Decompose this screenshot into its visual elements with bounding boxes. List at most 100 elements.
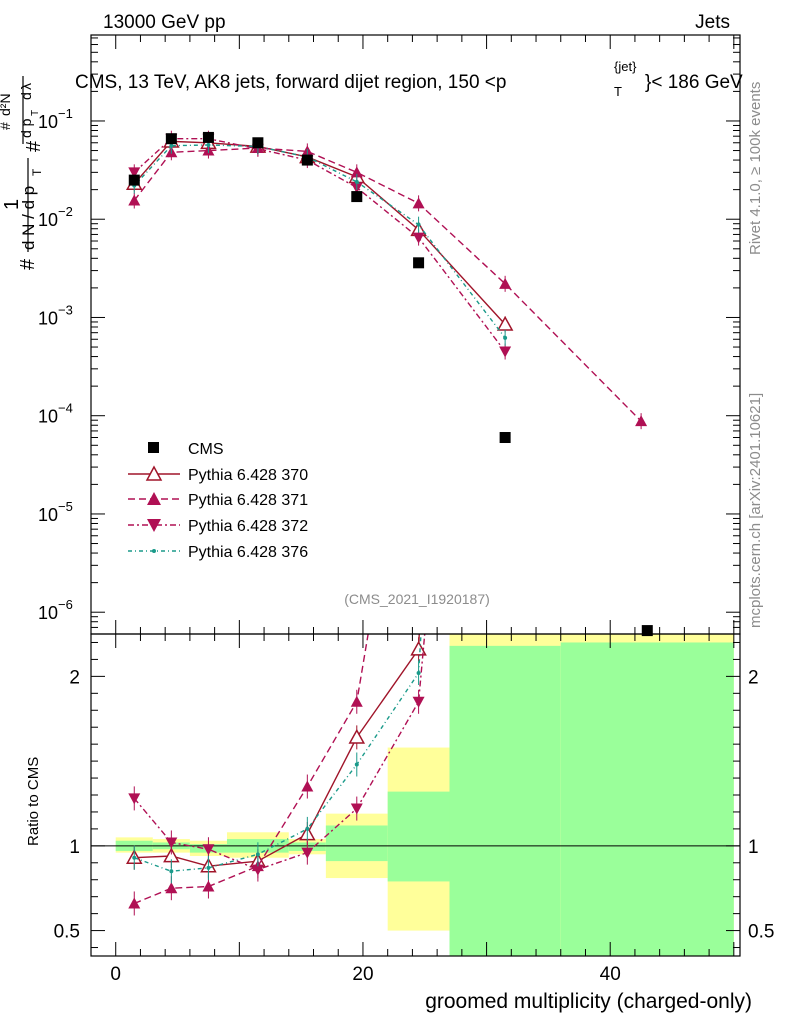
- band-green-6: [387, 791, 450, 882]
- top-ytick-label-3: 10: [38, 308, 58, 328]
- legend-item-376: Pythia 6.428 376: [128, 544, 308, 561]
- ratio-point-0-6: [410, 640, 427, 656]
- top-ytick-label-0: 10: [38, 603, 58, 623]
- cms-point-2: [202, 131, 214, 143]
- ratio-y-axis-label: Ratio to CMS: [25, 757, 42, 846]
- series-point-1-0: [128, 194, 141, 206]
- ratio-point-3-6: [416, 670, 421, 675]
- band-green-7: [449, 645, 561, 956]
- xtick-label-0: 0: [110, 964, 121, 985]
- series-point-2-7: [499, 346, 512, 358]
- xtick-label-1: 20: [352, 964, 373, 985]
- energy-label: 13000 GeV pp: [103, 12, 226, 33]
- ratio-ytick-label-left-1: 1: [69, 837, 80, 858]
- series-point-3-1: [169, 143, 174, 148]
- top-ytick-exp-2: −4: [58, 401, 73, 416]
- series-1: [128, 140, 648, 430]
- ratio-point-2-2: [202, 844, 215, 856]
- plot-title: CMS, 13 TeV, AK8 jets, forward dijet reg…: [75, 59, 743, 99]
- legend-item-371: Pythia 6.428 371: [128, 492, 308, 509]
- top-ytick-label-5: 10: [38, 112, 58, 132]
- svg-text:d²N: d²N: [0, 93, 13, 116]
- svg-text:T: T: [30, 110, 41, 116]
- cms-point-8: [641, 625, 653, 637]
- svg-text:T: T: [30, 168, 44, 176]
- ratio-point-2-1: [165, 837, 178, 849]
- svg-text:d p: d p: [18, 118, 34, 138]
- series-2: [128, 130, 512, 360]
- ratio-ytick-label-right-0: 0.5: [748, 922, 774, 943]
- series-point-1-8: [635, 415, 648, 427]
- legend-marker-triangle-down: [147, 519, 161, 532]
- ratio-point-2-0: [128, 793, 141, 805]
- ratio-point-3-1: [169, 869, 174, 874]
- rivet-label: Rivet 4.1.0, ≥ 100k events: [747, 82, 764, 255]
- legend-item-372: Pythia 6.428 372: [128, 518, 308, 535]
- series-point-3-2: [206, 142, 211, 147]
- cms-point-5: [351, 191, 363, 203]
- ratio-point-2-5: [350, 803, 363, 815]
- series-point-3-6: [416, 222, 421, 227]
- ratio-point-2-3: [251, 864, 264, 876]
- svg-text:#: #: [0, 122, 13, 130]
- ratio-line-0: [134, 634, 420, 867]
- ratio-ytick-label-left-0: 0.5: [54, 922, 80, 943]
- top-y-axis-label: # d N / d p T 1 # d p T d λ # d²N: [0, 76, 45, 270]
- xtick-label-2: 40: [600, 964, 621, 985]
- ratio-point-3-4: [305, 826, 310, 831]
- top-ytick-exp-3: −3: [58, 302, 73, 317]
- top-panel: [125, 130, 653, 637]
- plot-title-sub: T: [614, 84, 622, 99]
- ratio-point-3-0: [132, 855, 137, 860]
- ratio-point-3-5: [354, 762, 359, 767]
- svg-text:d: d: [18, 92, 34, 100]
- plot-title-end: }< 186 GeV: [645, 72, 743, 93]
- ratio-panel: [125, 634, 427, 916]
- legend-marker-open-triangle: [145, 465, 163, 481]
- top-ytick-exp-5: −1: [58, 106, 73, 121]
- ratio-point-2-4: [301, 847, 314, 859]
- ratio-ytick-label-right-2: 2: [748, 667, 759, 688]
- series-3: [132, 136, 508, 346]
- category-label: Jets: [695, 12, 730, 33]
- series-point-1-6: [412, 197, 425, 209]
- plot-title-sup: {jet}: [614, 59, 637, 74]
- plot-title-main: CMS, 13 TeV, AK8 jets, forward dijet reg…: [75, 72, 506, 93]
- ratio-point-1-4: [301, 780, 314, 792]
- analysis-id: (CMS_2021_I1920187): [344, 591, 490, 607]
- ratio-point-3-3: [255, 852, 260, 857]
- legend-marker-triangle-up: [147, 492, 161, 505]
- ratio-line-3: [134, 634, 422, 872]
- axes: 10−610−510−410−310−210 −10.5 0.51 12 20 20 40: [38, 34, 774, 985]
- top-ytick-label-2: 10: [38, 407, 58, 427]
- ratio-point-3-2: [206, 865, 211, 870]
- top-ytick-exp-0: −6: [58, 597, 73, 612]
- svg-text:#: #: [17, 258, 39, 270]
- series-point-1-5: [350, 166, 363, 178]
- ratio-series-2: [128, 634, 426, 882]
- cms-point-7: [499, 432, 511, 444]
- top-ytick-label-4: 10: [38, 210, 58, 230]
- top-ytick-exp-1: −5: [58, 499, 73, 514]
- ratio-point-1-5: [350, 695, 363, 707]
- series-line-2: [133, 138, 506, 352]
- legend-marker-dot: [152, 549, 156, 553]
- legend-label-371: Pythia 6.428 371: [188, 492, 308, 509]
- top-ytick-label-1: 10: [38, 505, 58, 525]
- legend-label-372: Pythia 6.428 372: [188, 518, 308, 535]
- cms-point-6: [413, 257, 425, 269]
- svg-text:#: #: [23, 140, 45, 152]
- ratio-point-1-2: [202, 880, 215, 892]
- legend-item-cms: CMS: [148, 441, 224, 458]
- svg-text:λ: λ: [18, 83, 34, 90]
- ratio-ytick-label-left-2: 2: [69, 667, 80, 688]
- ratio-point-2-6: [412, 696, 425, 708]
- svg-text:1: 1: [1, 199, 23, 210]
- ratio-point-1-1: [165, 882, 178, 894]
- x-axis-label: groomed multiplicity (charged-only): [425, 990, 752, 1013]
- band-green-5: [325, 825, 388, 862]
- legend-label-370: Pythia 6.428 370: [188, 467, 308, 484]
- cms-point-0: [128, 174, 140, 186]
- series-point-3-5: [354, 179, 359, 184]
